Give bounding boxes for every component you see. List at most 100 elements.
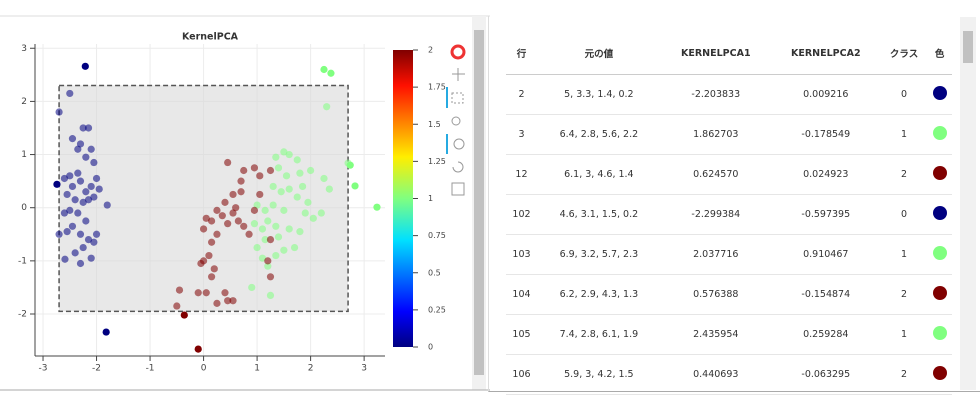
point [245,230,253,238]
plot-panel: KernelPCA -3 -2 -1 0 1 2 3 -2 -1 0 1 2 3 0 0.25 0.5 0.75… [0,15,490,391]
data-table: 行元の値 KERNELPCA1 KERNELPCA2 クラス色 2 5, 3.3, 1.4… [506,32,952,395]
point [87,145,95,153]
point [92,230,101,238]
colorbar-tick-label: 0.75 [428,231,446,240]
point [290,243,299,252]
scrollbar-thumb[interactable] [963,31,973,63]
table-cell: 6.9, 3.2, 5.7, 2.3 [536,234,661,275]
column-header: 色 [927,32,952,75]
point [90,158,98,167]
point [264,257,272,265]
point [229,209,237,217]
colorbar-tick-label: 0.25 [428,305,446,314]
colorbar-tick-label: 0 [428,343,433,352]
point [66,89,74,98]
color-cell [927,354,952,395]
table-row[interactable]: 3 6.4, 2.8, 5.6, 2.2 1.862703 -0.178549 1 [506,114,952,155]
table-row[interactable]: 103 6.9, 3.2, 5.7, 2.3 2.037716 0.910467 1 [506,234,952,275]
table-cell: 0.624570 [660,154,771,195]
point [87,182,95,191]
point [224,158,232,167]
point [237,177,245,185]
x-tick-label: -3 [39,364,48,374]
column-header: 元の値 [536,32,661,75]
column-header: KERNELPCA1 [660,32,771,75]
lasso-tool[interactable] [451,116,461,126]
point [208,217,216,225]
scrollbar[interactable] [960,17,976,390]
table-cell: -0.178549 [770,114,881,155]
table-cell: 6.1, 3, 4.6, 1.4 [536,154,661,195]
point [309,214,317,222]
point [208,273,216,281]
toolbar[interactable] [446,44,466,196]
pan-tool[interactable] [452,68,465,81]
point [194,345,202,353]
colorbar-tick-label: 2 [428,46,433,55]
bokeh-logo[interactable] [450,44,466,60]
table-row[interactable]: 106 5.9, 3, 4.2, 1.5 0.440693 -0.063295 2 [506,354,952,395]
table-cell: 103 [506,234,537,275]
point [373,203,381,211]
colorbar [393,50,413,347]
x-tick-label: 0 [201,364,207,374]
point [266,235,275,244]
table-cell: 5.9, 3, 4.2, 1.5 [536,354,661,395]
table-cell: 0.009216 [770,74,881,115]
table-row[interactable]: 12 6.1, 3, 4.6, 1.4 0.624570 0.024923 2 [506,154,952,195]
table-cell: 2 [880,274,928,315]
color-cell [927,234,952,275]
table-cell: 2.037716 [660,234,771,275]
column-header: KERNELPCA2 [770,32,881,75]
point [218,212,226,220]
point [76,140,85,148]
table-cell: 104 [506,274,537,315]
x-tick-label: 2 [308,364,314,374]
color-swatch [932,246,947,260]
point [250,164,259,172]
point [205,251,213,260]
point [199,257,208,265]
point [248,283,256,292]
table-row[interactable]: 104 6.2, 2.9, 4.3, 1.3 0.576388 -0.154874 2 [506,274,952,315]
wheel-zoom-tool[interactable] [453,138,465,150]
point [74,209,82,217]
point [53,180,61,188]
scrollbar-thumb[interactable] [474,30,484,375]
y-tick-label: 3 [21,44,27,54]
save-tool[interactable] [451,182,465,196]
color-cell [927,114,952,155]
point [79,198,87,206]
x-tick-label: -2 [92,364,101,374]
point [74,169,82,177]
point [304,198,312,206]
table-row[interactable]: 102 4.6, 3.1, 1.5, 0.2 -2.299384 -0.597395 0 [506,194,952,235]
table-cell: 105 [506,314,537,355]
table-cell: 6.4, 2.8, 5.6, 2.2 [536,114,661,155]
column-header: 行 [506,32,537,75]
point [68,182,77,191]
table-row[interactable]: 105 7.4, 2.8, 6.1, 1.9 2.435954 0.259284 1 [506,314,952,355]
table-cell: 1.862703 [660,114,771,155]
point [256,172,264,180]
table-cell: -0.597395 [770,194,881,235]
x-tick-label: -1 [146,364,155,374]
point [202,214,210,222]
point [61,255,69,263]
box-select-tool[interactable] [451,92,464,104]
point [229,190,237,199]
table-row[interactable]: 2 5, 3.3, 1.4, 0.2 -2.203833 0.009216 0 [506,74,952,115]
table-cell: 0.440693 [660,354,771,395]
point [272,153,280,161]
reset-tool[interactable] [452,161,464,173]
point [256,190,264,199]
color-cell [927,194,952,235]
point [76,177,85,185]
point [82,153,90,161]
point [293,193,301,201]
point [213,230,221,238]
point [55,108,63,116]
point [194,289,202,297]
table-cell: 4.6, 3.1, 1.5, 0.2 [536,194,661,235]
table-cell: 1 [880,234,928,275]
